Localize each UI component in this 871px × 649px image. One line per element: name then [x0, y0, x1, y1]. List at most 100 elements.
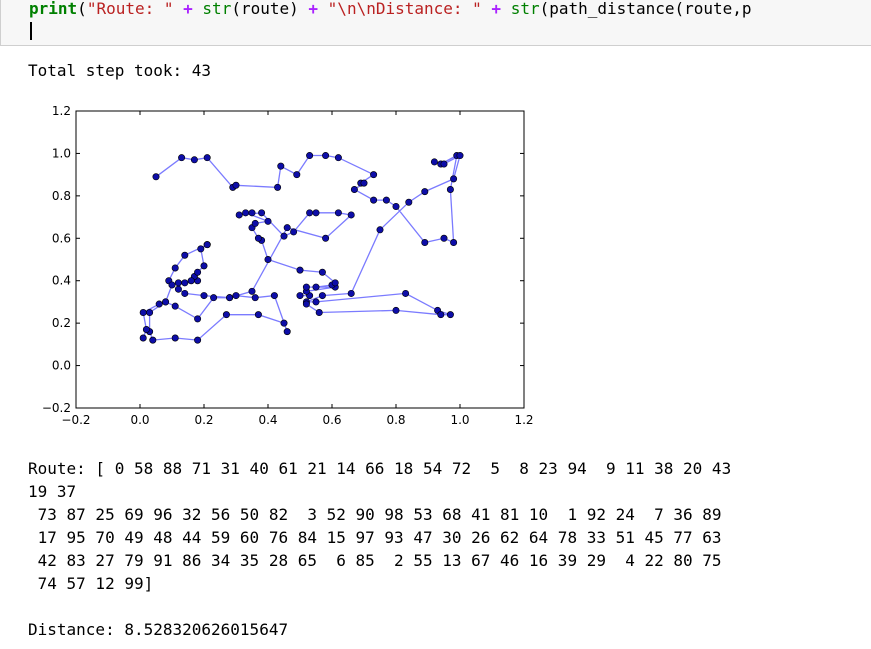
- route-point: [194, 315, 202, 323]
- route-point: [251, 219, 259, 227]
- route-point: [264, 217, 272, 225]
- route-point: [312, 209, 320, 217]
- route-point: [315, 309, 323, 317]
- route-argument: (route): [231, 0, 299, 18]
- route-point: [293, 171, 301, 179]
- route-point: [242, 209, 250, 217]
- route-point: [270, 292, 278, 300]
- route-point: [171, 264, 179, 272]
- route-point: [190, 156, 198, 164]
- route-point: [178, 154, 186, 162]
- route-point: [306, 209, 314, 217]
- route-point: [405, 198, 413, 206]
- route-point: [171, 334, 179, 342]
- plot-frame: [75, 110, 525, 409]
- route-point: [322, 152, 330, 160]
- route-point: [456, 152, 464, 160]
- route-point: [197, 245, 205, 253]
- route-point: [254, 311, 262, 319]
- route-point: [347, 211, 355, 219]
- x-tick-label: 0.8: [386, 413, 405, 427]
- route-point: [347, 289, 355, 297]
- route-point: [382, 196, 390, 204]
- route-line-1: Route: [ 0 58 88 71 31 40 61 21 14 66 18…: [28, 459, 732, 478]
- y-tick-label: 0.4: [52, 274, 71, 288]
- plus-operator-1: +: [173, 0, 203, 18]
- route-point: [392, 202, 400, 210]
- route-point: [258, 209, 266, 217]
- code-line[interactable]: print("Route: " + str(route) + "\n\nDist…: [29, 0, 752, 18]
- route-point: [251, 294, 259, 302]
- route-point: [181, 251, 189, 259]
- x-tick-label: 1.2: [514, 413, 533, 427]
- y-tick-label: 0.0: [52, 359, 71, 373]
- route-point: [360, 179, 368, 187]
- route-point: [296, 292, 304, 300]
- route-point: [302, 300, 310, 308]
- plus-operator-3: +: [481, 0, 511, 18]
- route-point: [280, 319, 288, 327]
- text-cursor: [30, 22, 32, 40]
- route-point: [302, 283, 310, 291]
- code-cell[interactable]: print("Route: " + str(route) + "\n\nDist…: [0, 0, 871, 46]
- route-point: [149, 336, 157, 344]
- route-point: [181, 289, 189, 297]
- route-point: [437, 311, 445, 319]
- route-point: [171, 302, 179, 310]
- route-point: [370, 171, 378, 179]
- route-point: [296, 266, 304, 274]
- route-point: [139, 309, 147, 317]
- y-tick-label: 1.2: [52, 104, 71, 118]
- route-point: [430, 158, 438, 166]
- x-tick-label: 0.2: [194, 413, 213, 427]
- route-point: [254, 234, 262, 242]
- distance-output: Distance: 8.528320626015647: [28, 620, 289, 639]
- distance-string: "\n\nDistance: ": [327, 0, 482, 18]
- route-point: [446, 185, 454, 193]
- route-string: "Route: ": [86, 0, 174, 18]
- route-point: [421, 239, 429, 247]
- route-point: [232, 292, 240, 300]
- route-point: [392, 306, 400, 314]
- route-point: [318, 292, 326, 300]
- x-tick-label: 1.0: [450, 413, 469, 427]
- paren-open: (: [77, 0, 87, 18]
- route-point: [334, 209, 342, 217]
- route-point: [194, 268, 202, 276]
- route-point: [200, 262, 208, 270]
- route-point: [194, 336, 202, 344]
- route-point: [162, 298, 170, 306]
- route-point: [280, 232, 288, 240]
- route-point: [446, 311, 454, 319]
- route-line: [142, 154, 462, 341]
- route-point: [264, 256, 272, 264]
- route-point: [334, 154, 342, 162]
- route-point: [350, 185, 358, 193]
- route-point: [450, 239, 458, 247]
- route-point: [376, 226, 384, 234]
- route-chart: −0.2 0.0 0.2 0.4 0.6 0.8 1.0 1.2 −0.2 0.0 0.2 0.4 0.…: [42, 104, 534, 427]
- route-line-5: 42 83 27 79 91 86 34 35 28 65 6 85 2 55 …: [28, 551, 722, 570]
- y-tick-label: 0.8: [52, 189, 71, 203]
- x-tick-label: −0.2: [61, 413, 90, 427]
- route-point: [222, 311, 230, 319]
- x-tick-label: 0.6: [322, 413, 341, 427]
- route-line-6: 74 57 12 99]: [28, 574, 154, 593]
- y-tick-label: 0.2: [52, 316, 71, 330]
- route-point: [450, 175, 458, 183]
- route-point: [277, 162, 285, 170]
- route-point: [312, 298, 320, 306]
- str-function-1: str: [202, 0, 232, 18]
- route-point: [331, 279, 339, 287]
- route-line-4: 17 95 70 49 48 44 59 60 76 84 15 97 93 4…: [28, 528, 722, 547]
- route-point: [235, 211, 243, 219]
- route-point: [248, 287, 256, 295]
- plus-operator-2: +: [298, 0, 328, 18]
- print-keyword: print: [29, 0, 78, 18]
- route-point: [174, 285, 182, 293]
- route-point: [232, 181, 240, 189]
- code-rest: (path_distance(route,p: [539, 0, 752, 18]
- route-point: [155, 300, 163, 308]
- route-point: [203, 154, 211, 162]
- route-point: [226, 294, 234, 302]
